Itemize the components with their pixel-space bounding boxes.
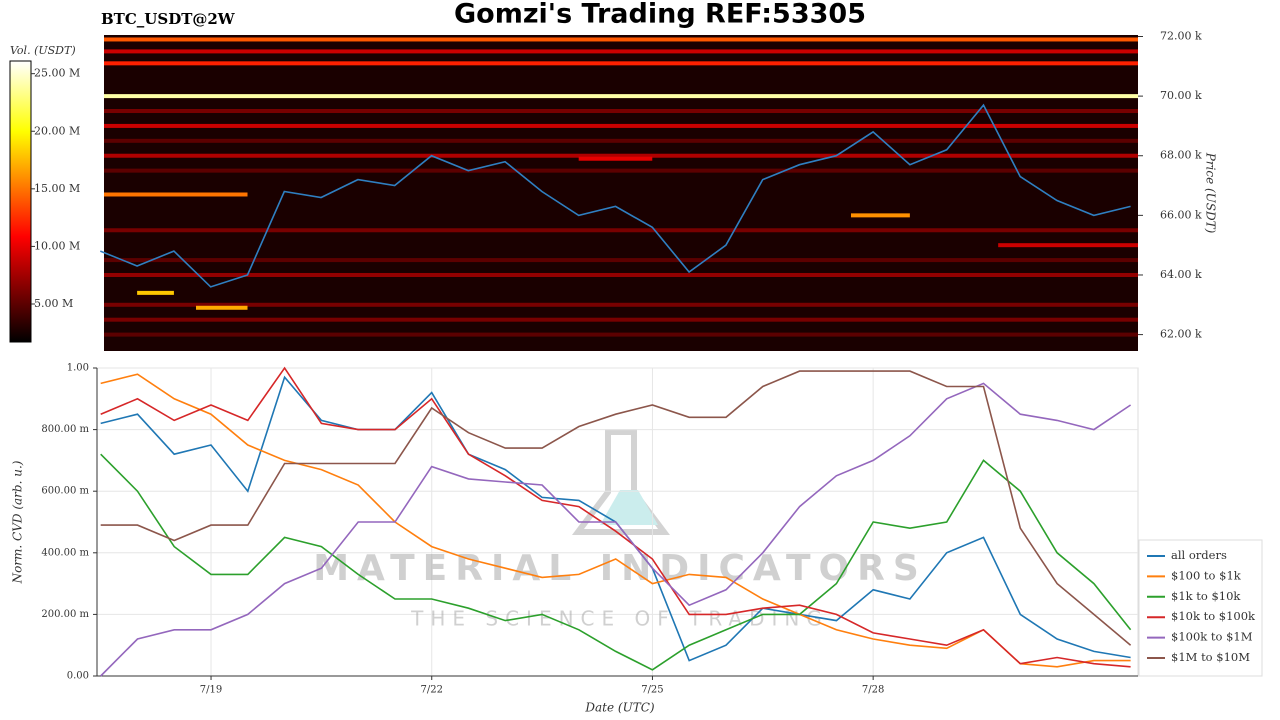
y-tick-label: 62.00 k <box>1160 328 1202 341</box>
heat-level <box>104 302 1138 307</box>
y-tick-label: 600.00 m <box>41 486 89 497</box>
heat-level <box>104 317 1138 322</box>
heat-level <box>104 332 1138 337</box>
cvd-line <box>100 366 1131 668</box>
legend-label: $10k to $100k <box>1171 609 1256 623</box>
heat-level <box>104 272 1138 277</box>
y-axis-label-2: Norm. CVD (arb. u.) <box>11 460 25 584</box>
heat-level <box>104 49 1138 54</box>
y-tick-label: 400.00 m <box>41 547 89 558</box>
colorbar-tick-label: 5.00 M <box>34 297 73 310</box>
x-tick-label: 7/22 <box>421 685 443 696</box>
watermark-logo <box>572 429 670 535</box>
cvd-line <box>100 373 1131 668</box>
y-tick-label: 66.00 k <box>1160 208 1202 221</box>
legend-label: $100 to $1k <box>1171 568 1242 582</box>
subtitle: BTC_USDT@2W <box>101 10 236 28</box>
legend-label: $1k to $10k <box>1171 589 1241 603</box>
cvd-line <box>100 370 1132 646</box>
x-tick-label: 7/25 <box>641 685 663 696</box>
cvd-line <box>100 453 1132 671</box>
x-tick-label: 7/19 <box>200 685 222 696</box>
colorbar-tick-label: 10.00 M <box>34 239 80 252</box>
price-line <box>99 103 1131 288</box>
y-tick-label: 68.00 k <box>1160 149 1202 162</box>
heat-level <box>137 290 174 295</box>
y-tick-label: 200.00 m <box>41 609 89 620</box>
heat-level <box>104 168 1138 173</box>
heat-level <box>104 228 1138 233</box>
y-tick-label: 70.00 k <box>1160 89 1202 102</box>
x-tick-label: 7/28 <box>862 685 884 696</box>
colorbar-tick-label: 20.00 M <box>34 124 80 137</box>
legend-label: $100k to $1M <box>1171 630 1253 644</box>
y-tick-label: 64.00 k <box>1160 268 1202 281</box>
y-tick-label: 72.00 k <box>1160 29 1202 42</box>
legend-label: $1M to $10M <box>1171 650 1250 664</box>
colorbar-tick-label: 25.00 M <box>34 67 80 80</box>
chart-title: Gomzi's Trading REF:53305 <box>454 0 866 30</box>
legend <box>1138 539 1263 677</box>
heat-level <box>104 153 1138 158</box>
heatmap-bg <box>104 35 1138 351</box>
cvd-line <box>100 382 1132 677</box>
x-axis-label: Date (UTC) <box>584 701 654 715</box>
legend-label: all orders <box>1171 548 1227 562</box>
colorbar-tick-label: 15.00 M <box>34 182 80 195</box>
watermark: MATERIAL INDICATORS <box>313 548 927 589</box>
heat-level <box>578 156 653 161</box>
y-tick-label: 1.00 <box>67 363 89 374</box>
colorbar-label: Vol. (USDT) <box>10 44 76 57</box>
y-tick-label: 0.00 <box>67 671 89 682</box>
y-tick-label: 800.00 m <box>41 424 89 435</box>
heat-level <box>104 37 1138 42</box>
heat-level <box>104 138 1138 143</box>
heat-level <box>104 109 1138 114</box>
heat-level <box>850 213 910 218</box>
heat-level <box>104 61 1138 66</box>
heat-level <box>998 243 1138 248</box>
heat-level <box>104 258 1138 263</box>
heat-level <box>104 123 1138 128</box>
heat-level <box>104 192 248 197</box>
colorbar <box>9 60 32 343</box>
y-axis-label: Price (USDT) <box>1204 152 1218 234</box>
heat-level <box>104 94 1138 99</box>
heat-level <box>195 305 248 310</box>
